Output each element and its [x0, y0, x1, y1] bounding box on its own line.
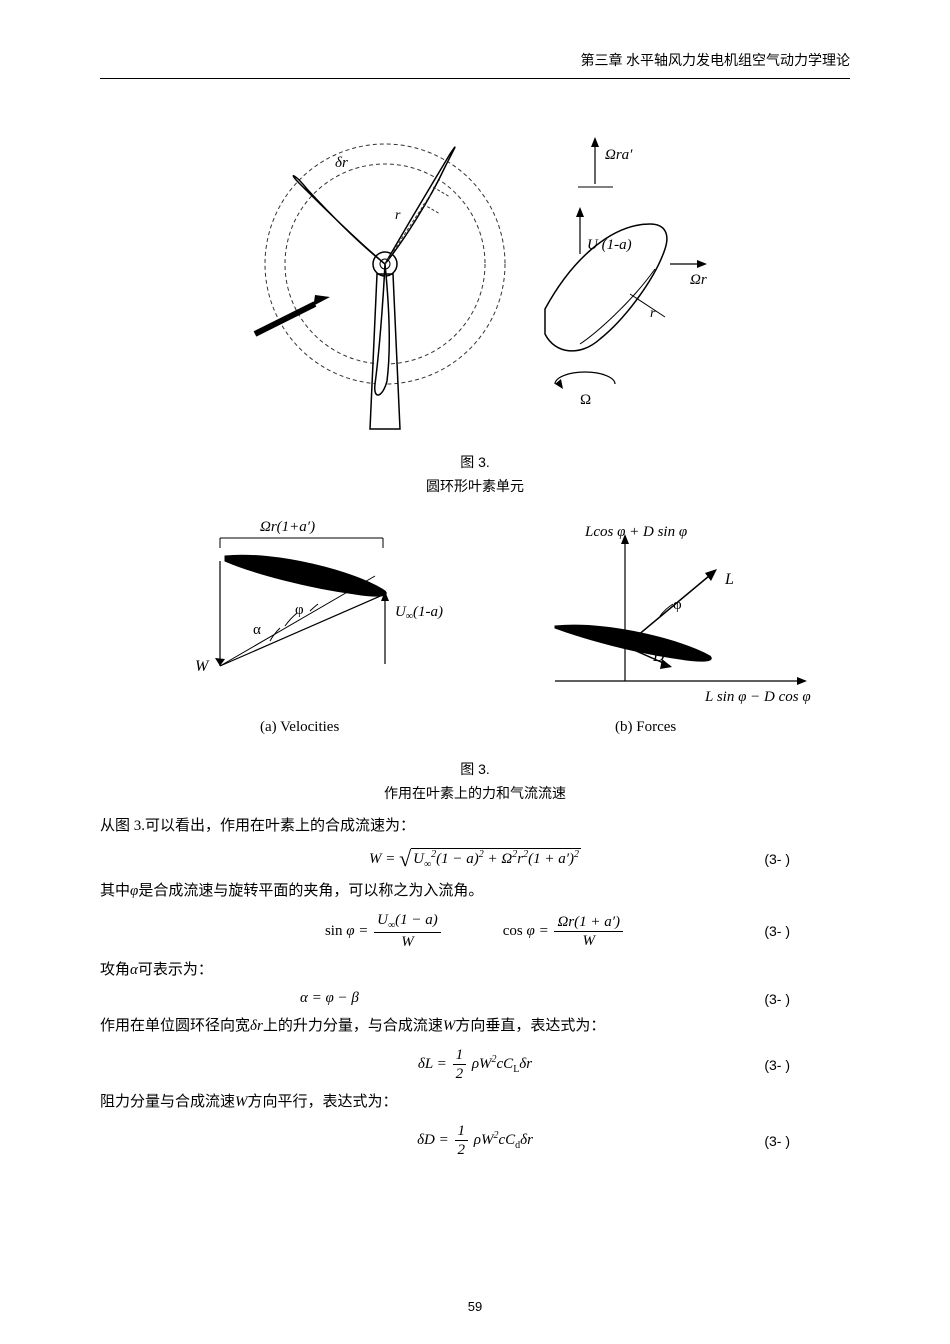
equation-4: δL = 12 ρW2cCLδr (3- ) [100, 1046, 850, 1083]
paragraph-4: 作用在单位圆环径向宽δr上的升力分量，与合成流速W方向垂直，表达式为： [100, 1013, 850, 1040]
figure-1-caption-text: 圆环形叶素单元 [100, 476, 850, 496]
figure-2-caption-num: 图 3. [100, 759, 850, 779]
fig2-sub-a: (a) Velocities [260, 719, 339, 735]
fig1-label-wr: Ωr [690, 272, 707, 288]
p2-pre: 其中 [100, 883, 130, 899]
header-text: 第三章 水平轴风力发电机组空气动力学理论 [581, 54, 851, 69]
eq4-num: (3- ) [764, 1057, 790, 1073]
p3-pre: 攻角 [100, 962, 130, 978]
equation-3: α = φ − β (3- ) [100, 990, 850, 1007]
fig2-phi2: φ [673, 597, 682, 613]
p4-post: 方向垂直，表达式为： [455, 1018, 605, 1034]
fig2-Uinf: U∞(1-a) [395, 604, 443, 622]
fig2-sub-b: (b) Forces [615, 719, 676, 735]
p2-post: 是合成流速与旋转平面的夹角，可以称之为入流角。 [138, 883, 483, 899]
fig2-wr1a: Ωr(1+a′) [260, 519, 315, 535]
paragraph-5: 阻力分量与合成流速W方向平行，表达式为： [100, 1089, 850, 1116]
fig2-L: L [724, 571, 734, 588]
figure-2: Ωr(1+a′) β φ α W U∞(1-a) [100, 516, 850, 803]
figure-1-svg: δr r Ωra′ U (1-a) Ωr r Ω [235, 109, 715, 439]
fig2-LsDc: L sin φ − D cos φ [704, 689, 811, 705]
page-number: 59 [0, 1299, 950, 1314]
p4-mid: 上的升力分量，与合成流速 [263, 1018, 443, 1034]
fig1-label-wra: Ωra′ [605, 147, 633, 163]
p5-pre: 阻力分量与合成流速 [100, 1094, 235, 1110]
eq2-num: (3- ) [764, 923, 790, 939]
figure-1-caption-num: 图 3. [100, 452, 850, 472]
fig2-LcDs: Lcos φ + D sin φ [584, 524, 687, 540]
equation-2: sin φ = U∞(1 − a)W cos φ = Ωr(1 + a′)W (… [100, 911, 850, 951]
fig2-phi: φ [295, 602, 304, 618]
fig1-label-r1: r [395, 208, 401, 223]
figure-2-caption-text: 作用在叶素上的力和气流流速 [100, 783, 850, 803]
paragraph-1: 从图 3.可以看出，作用在叶素上的合成流速为： [100, 813, 850, 840]
paragraph-2: 其中φ是合成流速与旋转平面的夹角，可以称之为入流角。 [100, 878, 850, 905]
page-header: 第三章 水平轴风力发电机组空气动力学理论 [100, 50, 850, 79]
fig1-label-dr: δr [335, 155, 348, 171]
fig2-D: D [652, 648, 665, 665]
fig2-beta: β [305, 564, 313, 580]
p4-pre: 作用在单位圆环径向宽 [100, 1018, 250, 1034]
page: 第三章 水平轴风力发电机组空气动力学理论 [0, 0, 950, 1344]
p5-post: 方向平行，表达式为： [248, 1094, 398, 1110]
fig1-label-omega: Ω [580, 392, 591, 408]
p3-sym: α [130, 962, 138, 978]
p5-sym: W [235, 1094, 248, 1110]
p4-sym: δr [250, 1018, 263, 1034]
eq1-num: (3- ) [764, 851, 790, 867]
equation-5: δD = 12 ρW2cCdδr (3- ) [100, 1122, 850, 1159]
fig2-alpha: α [253, 622, 261, 638]
figure-1: δr r Ωra′ U (1-a) Ωr r Ω [100, 109, 850, 496]
p3-post: 可表示为： [138, 962, 213, 978]
figure-2-svg: Ωr(1+a′) β φ α W U∞(1-a) [125, 516, 825, 746]
fig2-W: W [195, 658, 210, 675]
fig1-label-u1a: U (1-a) [587, 237, 632, 253]
equation-1: W = √U∞2(1 − a)2 + Ω2r2(1 + a′)2 (3- ) [100, 846, 850, 872]
eq5-num: (3- ) [764, 1133, 790, 1149]
paragraph-3: 攻角α可表示为： [100, 957, 850, 984]
eq3-num: (3- ) [764, 991, 790, 1007]
p4-sym2: W [443, 1018, 456, 1034]
fig1-label-r2: r [650, 306, 656, 321]
